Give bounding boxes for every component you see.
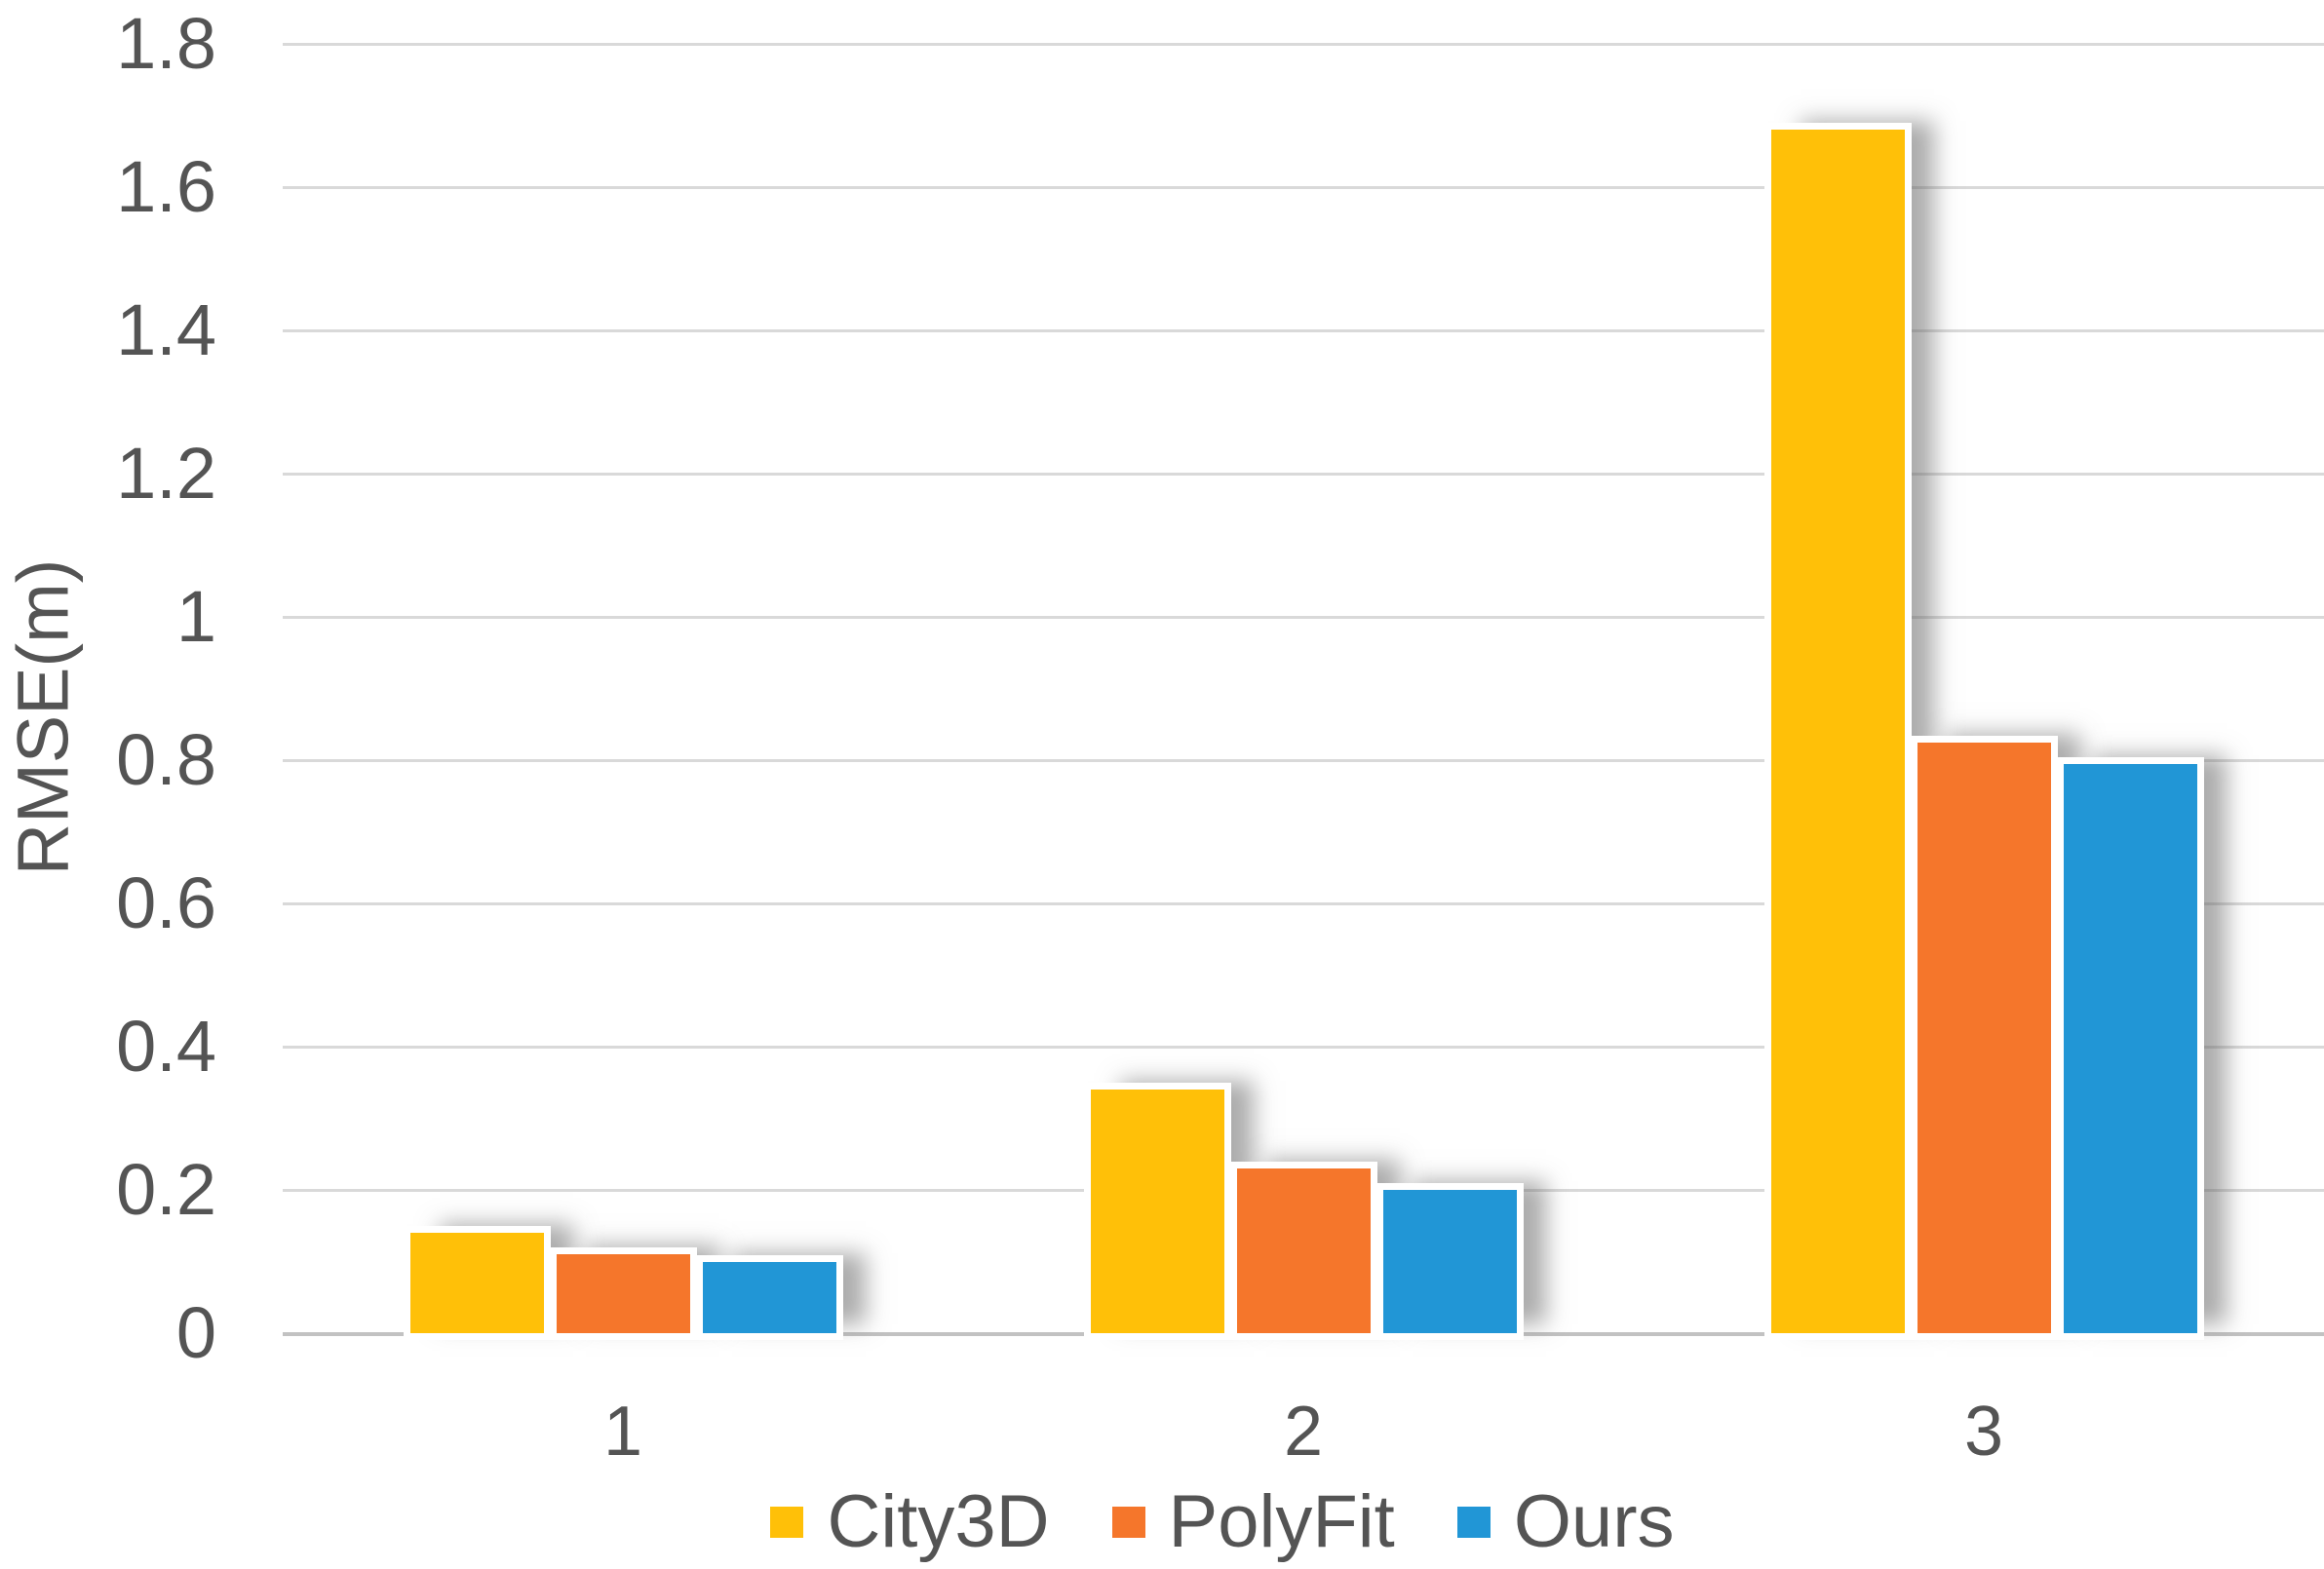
y-tick-label: 0: [175, 1292, 216, 1373]
legend-label-ours: Ours: [1513, 1480, 1675, 1563]
legend-swatch-city3d: [770, 1507, 804, 1538]
legend-label-city3d: City3D: [827, 1480, 1050, 1563]
y-tick-label: 0.6: [116, 862, 216, 943]
gridline-0.4: [283, 1046, 2324, 1049]
legend-swatch-ours: [1456, 1507, 1491, 1538]
y-tick-label: 0.8: [116, 719, 216, 800]
y-tick-label: 1.2: [116, 433, 216, 514]
gridline-1.6: [283, 186, 2324, 189]
bar-group-1: [283, 44, 963, 1333]
bar-group-2: [963, 44, 1644, 1333]
x-axis-label-2: 2: [1283, 1393, 1324, 1471]
gridline-1.2: [283, 473, 2324, 476]
plot-area: [283, 43, 2324, 1336]
gridline-1: [283, 616, 2324, 619]
gridline-0: [283, 1332, 2324, 1336]
bar-polyfit-category-3: [1917, 742, 2051, 1333]
legend: City3D PolyFit Ours: [0, 1481, 2324, 1563]
legend-item-ours: Ours: [1456, 1480, 1675, 1563]
y-tick-label: 1.4: [116, 289, 216, 370]
gridline-0.8: [283, 759, 2324, 762]
y-tick-label: 1.6: [116, 146, 216, 227]
y-tick-label: 0.4: [116, 1006, 216, 1087]
legend-item-city3d: City3D: [770, 1480, 1050, 1563]
bar-city3d-category-2: [1090, 1090, 1224, 1333]
gridline-1.8: [283, 43, 2324, 46]
y-tick-label: 1: [175, 576, 216, 657]
legend-swatch-polyfit: [1111, 1507, 1145, 1538]
bar-city3d-category-1: [409, 1233, 544, 1333]
bar-city3d-category-3: [1770, 130, 1905, 1333]
x-axis-label-1: 1: [602, 1393, 643, 1471]
bar-ours-category-3: [2063, 763, 2197, 1333]
bar-ours-category-2: [1382, 1190, 1517, 1333]
gridline-0.6: [283, 902, 2324, 905]
bar-polyfit-category-1: [556, 1254, 690, 1333]
y-tick-label: 0.2: [116, 1149, 216, 1230]
gridline-1.4: [283, 329, 2324, 332]
legend-item-polyfit: PolyFit: [1111, 1480, 1395, 1563]
bar-polyfit-category-2: [1236, 1167, 1371, 1333]
y-tick-label: 1.8: [116, 3, 216, 84]
bar-ours-category-1: [702, 1261, 836, 1333]
bar-group-3: [1644, 44, 2324, 1333]
bar-groups: [283, 44, 2324, 1333]
legend-label-polyfit: PolyFit: [1168, 1480, 1395, 1563]
x-axis-label-3: 3: [1963, 1393, 2004, 1471]
